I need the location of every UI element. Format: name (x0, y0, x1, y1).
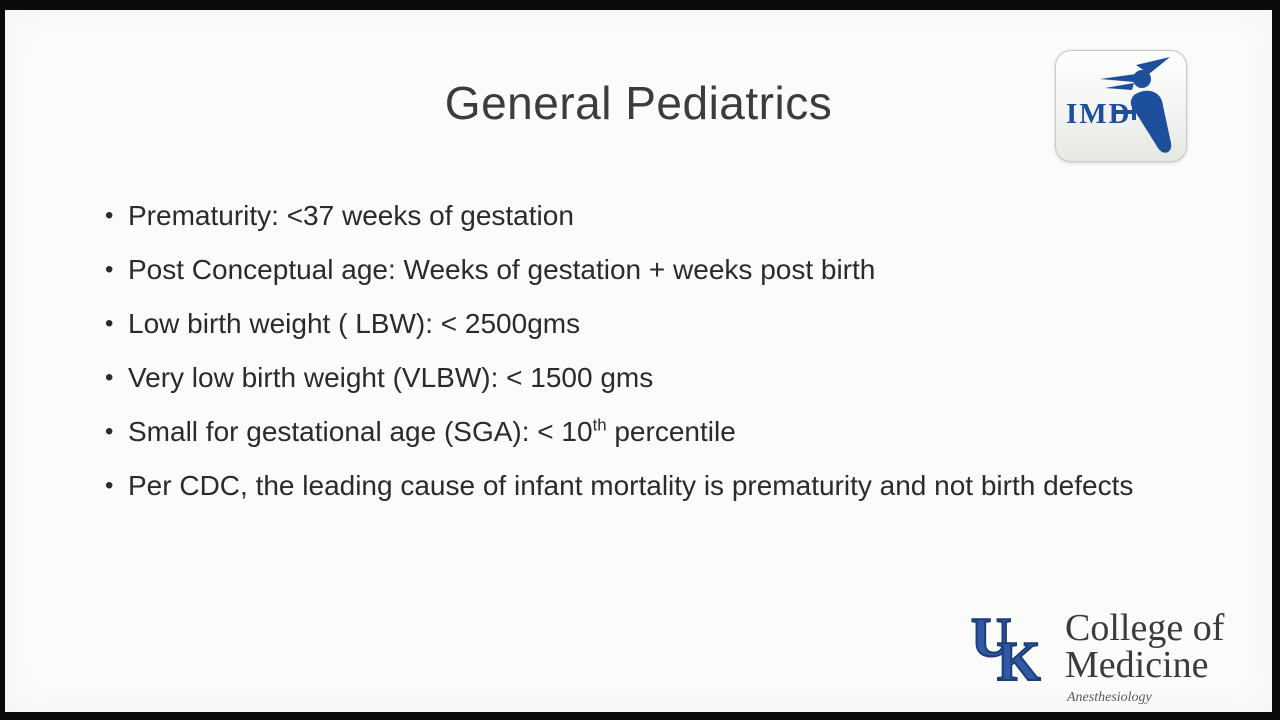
uk-monogram-u: U (970, 606, 1012, 670)
slide-title: General Pediatrics (444, 77, 833, 129)
uk-monogram-icon: U K (969, 606, 1055, 702)
bullet-item: • Small for gestational age (SGA): < 10t… (100, 412, 1175, 452)
bullet-dot: • (105, 202, 114, 229)
bullet-dot: • (105, 418, 114, 445)
uk-monogram-k: K (996, 630, 1042, 694)
bullet-dot: • (105, 256, 114, 283)
bullet-item: • Per CDC, the leading cause of infant m… (100, 466, 1175, 506)
kingfisher-bird-icon: IMD (1066, 57, 1172, 153)
bullet-text: Post Conceptual age: Weeks of gestation … (128, 254, 876, 285)
presentation-slide: General Pediatrics • Prematurity: <37 we… (5, 10, 1272, 712)
college-line-1: College of (1065, 607, 1225, 649)
ordinal-superscript: th (592, 415, 607, 435)
bullet-item: • Low birth weight ( LBW): < 2500gms (100, 304, 1175, 344)
bullet-list: • Prematurity: <37 weeks of gestation • … (100, 196, 1175, 520)
college-of-medicine-text: College of Medicine (1065, 607, 1225, 686)
bullet-item: • Post Conceptual age: Weeks of gestatio… (100, 250, 1175, 290)
bullet-text: Per CDC, the leading cause of infant mor… (128, 470, 1134, 501)
imd-logo: IMD (1055, 50, 1187, 162)
college-line-2: Medicine (1065, 644, 1209, 686)
bullet-text-post: percentile (606, 416, 736, 447)
bullet-text: Small for gestational age (SGA): < 10th … (128, 412, 1163, 452)
department-text: Anesthesiology (1067, 690, 1152, 705)
bullet-dot: • (105, 364, 114, 391)
bullet-text: Low birth weight ( LBW): < 2500gms (128, 308, 581, 339)
bullet-text-pre: Small for gestational age (SGA): < 10 (128, 416, 593, 447)
uk-college-of-medicine-logo: U K College of Medicine Anesthesiology (969, 606, 1249, 716)
bullet-text: Very low birth weight (VLBW): < 1500 gms (128, 362, 654, 393)
bullet-item: • Very low birth weight (VLBW): < 1500 g… (100, 358, 1175, 398)
bullet-text: Prematurity: <37 weeks of gestation (128, 200, 574, 231)
bullet-dot: • (105, 310, 114, 337)
bullet-dot: • (105, 472, 114, 499)
imd-logo-text: IMD (1066, 98, 1132, 130)
bullet-item: • Prematurity: <37 weeks of gestation (100, 196, 1175, 236)
